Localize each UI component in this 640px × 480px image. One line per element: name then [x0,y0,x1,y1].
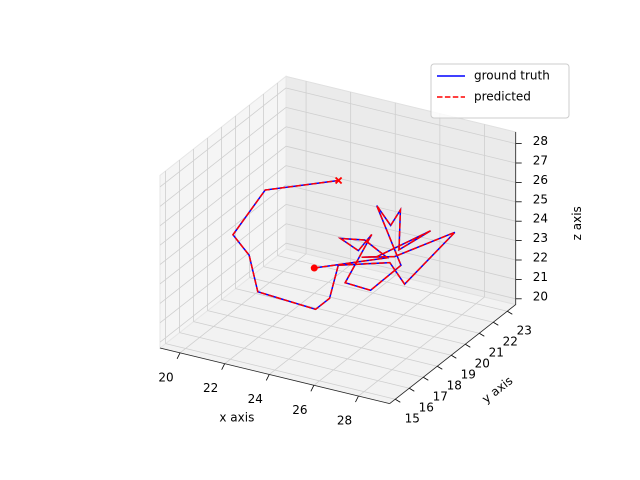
y-tick [479,332,485,337]
grid-line [159,87,287,188]
y-tick [493,321,499,326]
legend-box [430,63,570,119]
grid-line [165,343,396,400]
y-tick-label: 18 [447,379,462,393]
grid-line [249,277,480,334]
data-line [232,179,456,311]
grid-line [285,165,516,222]
grid-line [285,145,516,203]
grid-line [179,253,307,354]
z-tick-label: 28 [533,134,548,148]
y-tick [395,398,401,403]
y-tick-label: 16 [419,401,434,415]
plot-area [232,176,456,311]
side-pane [159,75,287,350]
grid-line [159,223,287,324]
x-tick [355,395,359,403]
grid [159,81,516,400]
y-tick [437,365,443,370]
panes [158,75,517,405]
y-tick-label: 20 [475,357,490,371]
grid-line [193,321,424,378]
z-tick-label: 24 [533,212,548,226]
grid-line [358,296,485,397]
grid-line [179,332,410,389]
grid-line [277,255,508,312]
legend-label: ground truth [474,69,550,83]
start-marker [310,264,318,272]
y-axis-line [389,304,516,404]
z-tick-label: 22 [533,251,548,265]
grid-line [313,285,441,386]
grid-line [159,126,287,227]
z-tick-label: 21 [533,270,548,284]
grid-line [224,264,351,364]
grid-line [159,204,287,304]
y-tick [465,343,471,348]
grid-line [159,107,287,207]
x-tick-label: 24 [248,392,263,406]
grid-line [285,87,516,144]
end-marker [334,176,343,185]
legend: ground truth predicted [430,63,570,119]
grid-line [285,126,516,183]
z-tick-label: 25 [533,192,548,206]
z-tick-label: 26 [533,173,548,187]
z-axis-label: z axis [570,206,584,240]
x-tick-label: 28 [337,414,352,428]
x-tick-label: 26 [292,403,307,417]
x-tick [176,352,181,360]
x-tick-label: 22 [203,381,218,395]
y-tick [507,310,513,315]
y-tick-label: 19 [461,368,476,382]
grid-line [285,223,516,280]
z-tick-label: 27 [533,154,548,168]
x-tick [221,363,226,370]
grid-line [159,145,287,246]
y-tick-label: 15 [405,412,420,426]
x-axis-line [159,347,390,405]
z-tick-label: 23 [533,231,548,245]
y-tick-label: 23 [517,324,532,338]
x-axis-label: x axis [219,410,254,424]
x-tick-label: 20 [158,370,173,384]
y-tick [409,387,415,392]
legend-label: predicted [474,90,531,104]
y-tick-label: 17 [433,390,448,404]
grid-line [159,242,287,343]
grid-line [235,288,466,345]
grid-line [269,275,396,375]
z-tick-label: 20 [533,289,548,303]
y-tick-label: 22 [503,335,518,349]
grid-line [159,184,287,285]
grid-line [263,266,494,323]
x-tick [310,385,315,392]
grid-line [285,242,516,300]
y-axis-label: y axis [479,373,515,406]
grid-line [207,310,438,367]
grid-line [159,165,287,265]
grid-line [285,106,516,164]
x-tick [265,374,270,381]
y-tick [451,354,457,359]
y-tick [423,376,429,381]
grid-line [285,203,516,261]
grid-line [221,299,452,356]
y-tick-label: 21 [489,346,504,360]
